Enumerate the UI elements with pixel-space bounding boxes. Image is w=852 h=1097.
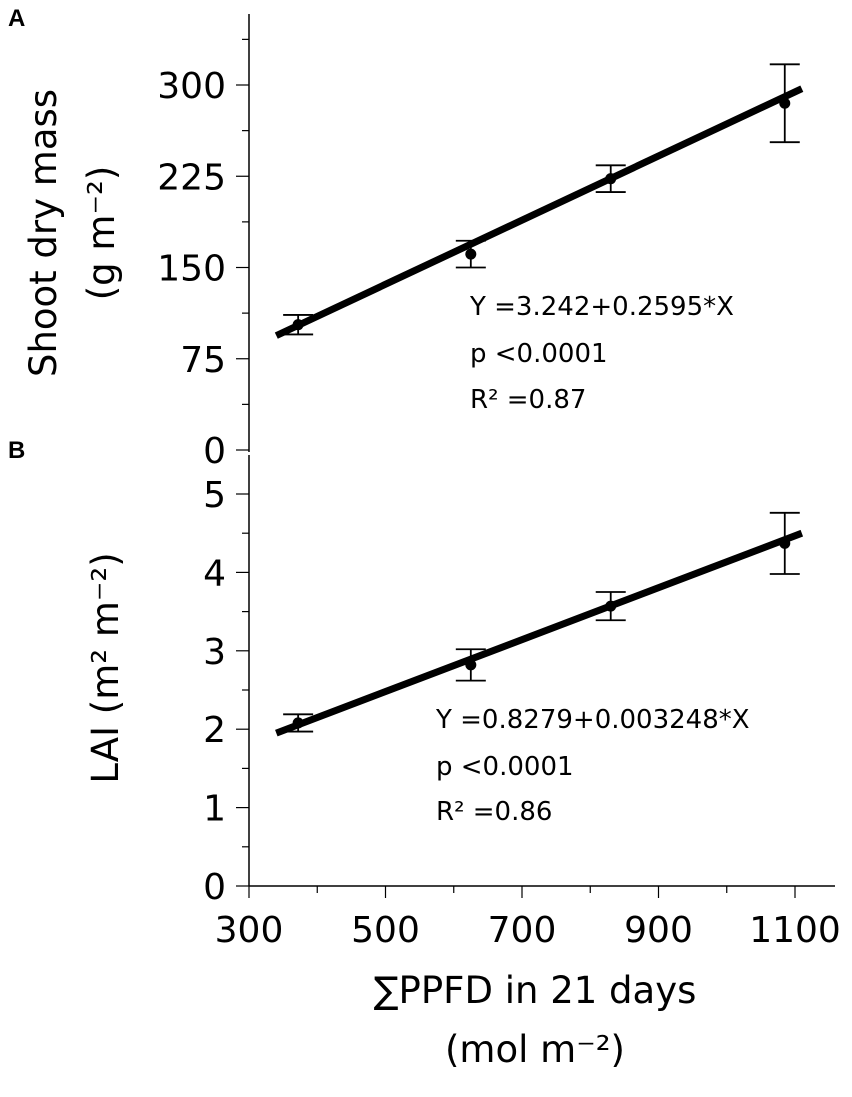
panel-a-y-ticks (236, 38, 249, 451)
panel-b-x-tick-label: 500 (351, 910, 420, 951)
panel-b-y-tick-label: 3 (203, 632, 226, 673)
panel-b-y-tick-label: 2 (203, 710, 226, 751)
panel-a-p-value: p <0.0001 (470, 339, 608, 369)
x-axis-label-line1: ∑PPFD in 21 days (374, 969, 697, 1012)
panel-b-y-tick-label: 0 (203, 867, 226, 908)
panel-a: A 0 75 150 225 300 Shoot dry mass (g m⁻²) Y … (8, 5, 804, 472)
panel-b-y-label: LAI (m² m⁻²) (84, 552, 127, 783)
panel-b-x-tick-label: 700 (488, 910, 557, 951)
panel-b-y-tick-label: 1 (203, 789, 226, 830)
panel-b-data-point (465, 659, 477, 671)
panel-b-x-tick-label: 300 (215, 910, 284, 951)
panel-b-points (292, 537, 791, 729)
panel-b-x-tick-labels: 300 500 700 900 1100 (215, 910, 841, 951)
panel-a-letter: A (8, 5, 25, 32)
panel-b-y-tick-label: 4 (203, 553, 226, 594)
panel-b-r-squared: R² =0.86 (436, 797, 552, 827)
panel-a-equation: Y =3.242+0.2595*X (469, 292, 734, 322)
panel-b-y-tick-labels: 0 1 2 3 4 5 (203, 475, 226, 908)
panel-a-r-squared: R² =0.87 (470, 385, 586, 415)
panel-a-y-tick-label: 225 (157, 157, 226, 198)
panel-b-x-ticks (248, 886, 796, 898)
panel-a-y-label-line1: Shoot dry mass (22, 89, 65, 377)
panel-a-y-tick-label: 300 (157, 66, 226, 107)
panel-b: B 0 1 2 3 4 5 300 500 700 900 1100 LAI (m² m⁻²) ∑… (8, 437, 841, 1071)
panel-a-y-tick-label: 150 (157, 249, 226, 290)
panel-a-y-label-line2: (g m⁻²) (80, 166, 123, 301)
panel-b-x-tick-label: 900 (624, 910, 693, 951)
panel-b-data-point (779, 537, 791, 549)
x-axis-label-line2: (mol m⁻²) (445, 1028, 625, 1071)
panel-a-data-point (605, 173, 617, 185)
panel-a-y-tick-label: 75 (180, 340, 226, 381)
panel-b-p-value: p <0.0001 (436, 752, 574, 782)
panel-a-y-tick-label: 0 (203, 431, 226, 472)
panel-a-data-point (292, 319, 304, 331)
panel-b-fit-line (275, 529, 804, 737)
panel-b-letter: B (8, 437, 25, 464)
panel-a-data-point (465, 248, 477, 260)
panel-a-fit-line (274, 85, 804, 339)
panel-b-x-tick-label: 1100 (749, 910, 841, 951)
panel-b-data-point (605, 600, 617, 612)
panel-b-equation: Y =0.8279+0.003248*X (435, 705, 750, 735)
panel-a-data-point (779, 97, 791, 109)
panel-a-y-tick-labels: 0 75 150 225 300 (157, 66, 226, 472)
panel-b-y-ticks (236, 493, 249, 887)
panel-b-data-point (292, 717, 304, 729)
panel-b-y-tick-label: 5 (203, 475, 226, 516)
panel-a-points (292, 97, 791, 331)
